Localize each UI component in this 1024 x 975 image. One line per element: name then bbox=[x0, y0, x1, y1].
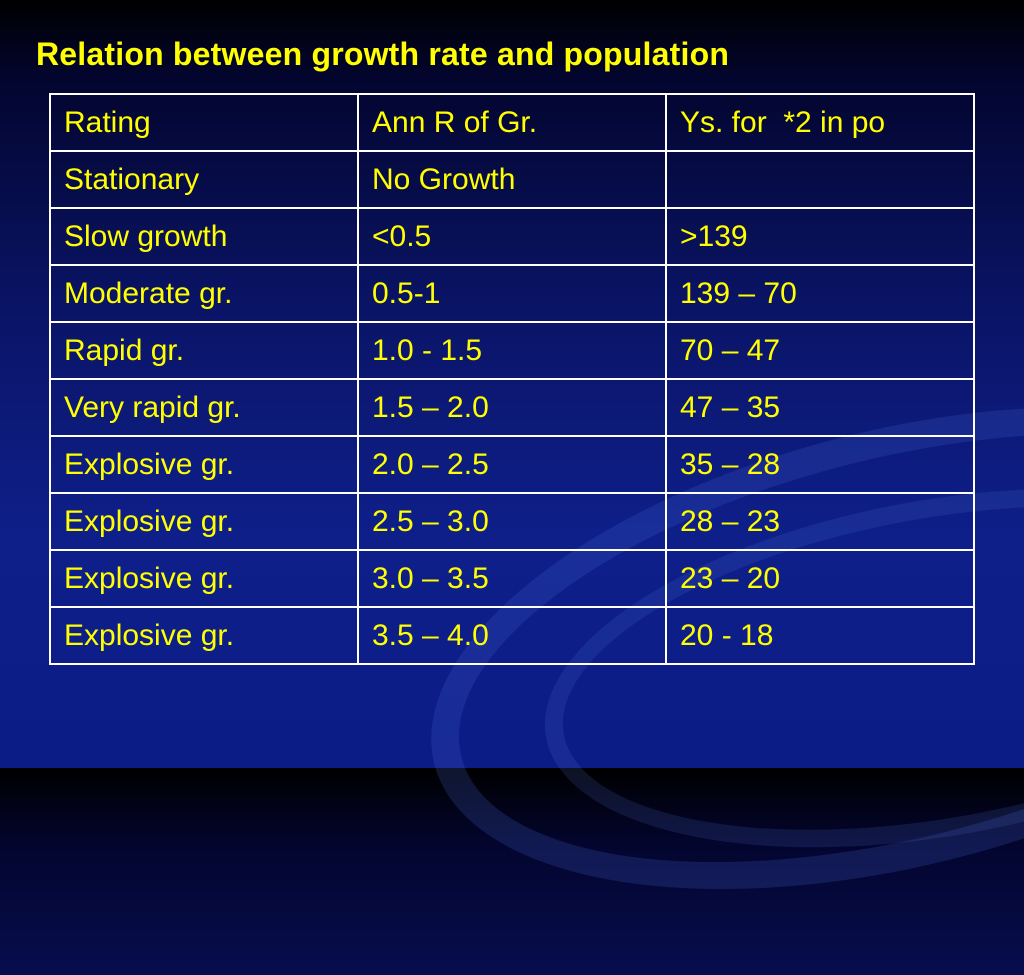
cell-years bbox=[665, 150, 975, 209]
cell-rating: Explosive gr. bbox=[49, 606, 359, 665]
cell-years: 139 – 70 bbox=[665, 264, 975, 323]
cell-rate: 1.0 - 1.5 bbox=[357, 321, 667, 380]
cell-rate: 3.5 – 4.0 bbox=[357, 606, 667, 665]
table-row: Slow growth <0.5 >139 bbox=[49, 207, 975, 266]
cell-years: 35 – 28 bbox=[665, 435, 975, 494]
cell-rate: No Growth bbox=[357, 150, 667, 209]
header-annual-rate: Ann R of Gr. bbox=[357, 93, 667, 152]
table-row: Moderate gr. 0.5-1 139 – 70 bbox=[49, 264, 975, 323]
header-rating: Rating bbox=[49, 93, 359, 152]
table-row: Explosive gr. 3.0 – 3.5 23 – 20 bbox=[49, 549, 975, 608]
cell-years: 23 – 20 bbox=[665, 549, 975, 608]
cell-rating: Rapid gr. bbox=[49, 321, 359, 380]
header-doubling-years: Ys. for *2 in po bbox=[665, 93, 975, 152]
cell-rating: Explosive gr. bbox=[49, 492, 359, 551]
cell-years: 28 – 23 bbox=[665, 492, 975, 551]
cell-rating: Explosive gr. bbox=[49, 435, 359, 494]
table-row: Rapid gr. 1.0 - 1.5 70 – 47 bbox=[49, 321, 975, 380]
cell-rate: 2.5 – 3.0 bbox=[357, 492, 667, 551]
cell-rate: 2.0 – 2.5 bbox=[357, 435, 667, 494]
cell-years: 70 – 47 bbox=[665, 321, 975, 380]
slide-title: Relation between growth rate and populat… bbox=[36, 36, 730, 72]
growth-rate-table: Rating Ann R of Gr. Ys. for *2 in po Sta… bbox=[49, 93, 975, 665]
table-header-row: Rating Ann R of Gr. Ys. for *2 in po bbox=[49, 93, 975, 152]
cell-rate: 3.0 – 3.5 bbox=[357, 549, 667, 608]
table-row: Explosive gr. 2.5 – 3.0 28 – 23 bbox=[49, 492, 975, 551]
cell-rating: Explosive gr. bbox=[49, 549, 359, 608]
table-row: Explosive gr. 2.0 – 2.5 35 – 28 bbox=[49, 435, 975, 494]
table-row: Stationary No Growth bbox=[49, 150, 975, 209]
cell-years: 20 - 18 bbox=[665, 606, 975, 665]
cell-rating: Slow growth bbox=[49, 207, 359, 266]
table-row: Explosive gr. 3.5 – 4.0 20 - 18 bbox=[49, 606, 975, 665]
cell-rating: Very rapid gr. bbox=[49, 378, 359, 437]
table-row: Very rapid gr. 1.5 – 2.0 47 – 35 bbox=[49, 378, 975, 437]
cell-rate: 0.5-1 bbox=[357, 264, 667, 323]
cell-rating: Stationary bbox=[49, 150, 359, 209]
cell-rating: Moderate gr. bbox=[49, 264, 359, 323]
cell-rate: <0.5 bbox=[357, 207, 667, 266]
cell-years: 47 – 35 bbox=[665, 378, 975, 437]
cell-rate: 1.5 – 2.0 bbox=[357, 378, 667, 437]
cell-years: >139 bbox=[665, 207, 975, 266]
